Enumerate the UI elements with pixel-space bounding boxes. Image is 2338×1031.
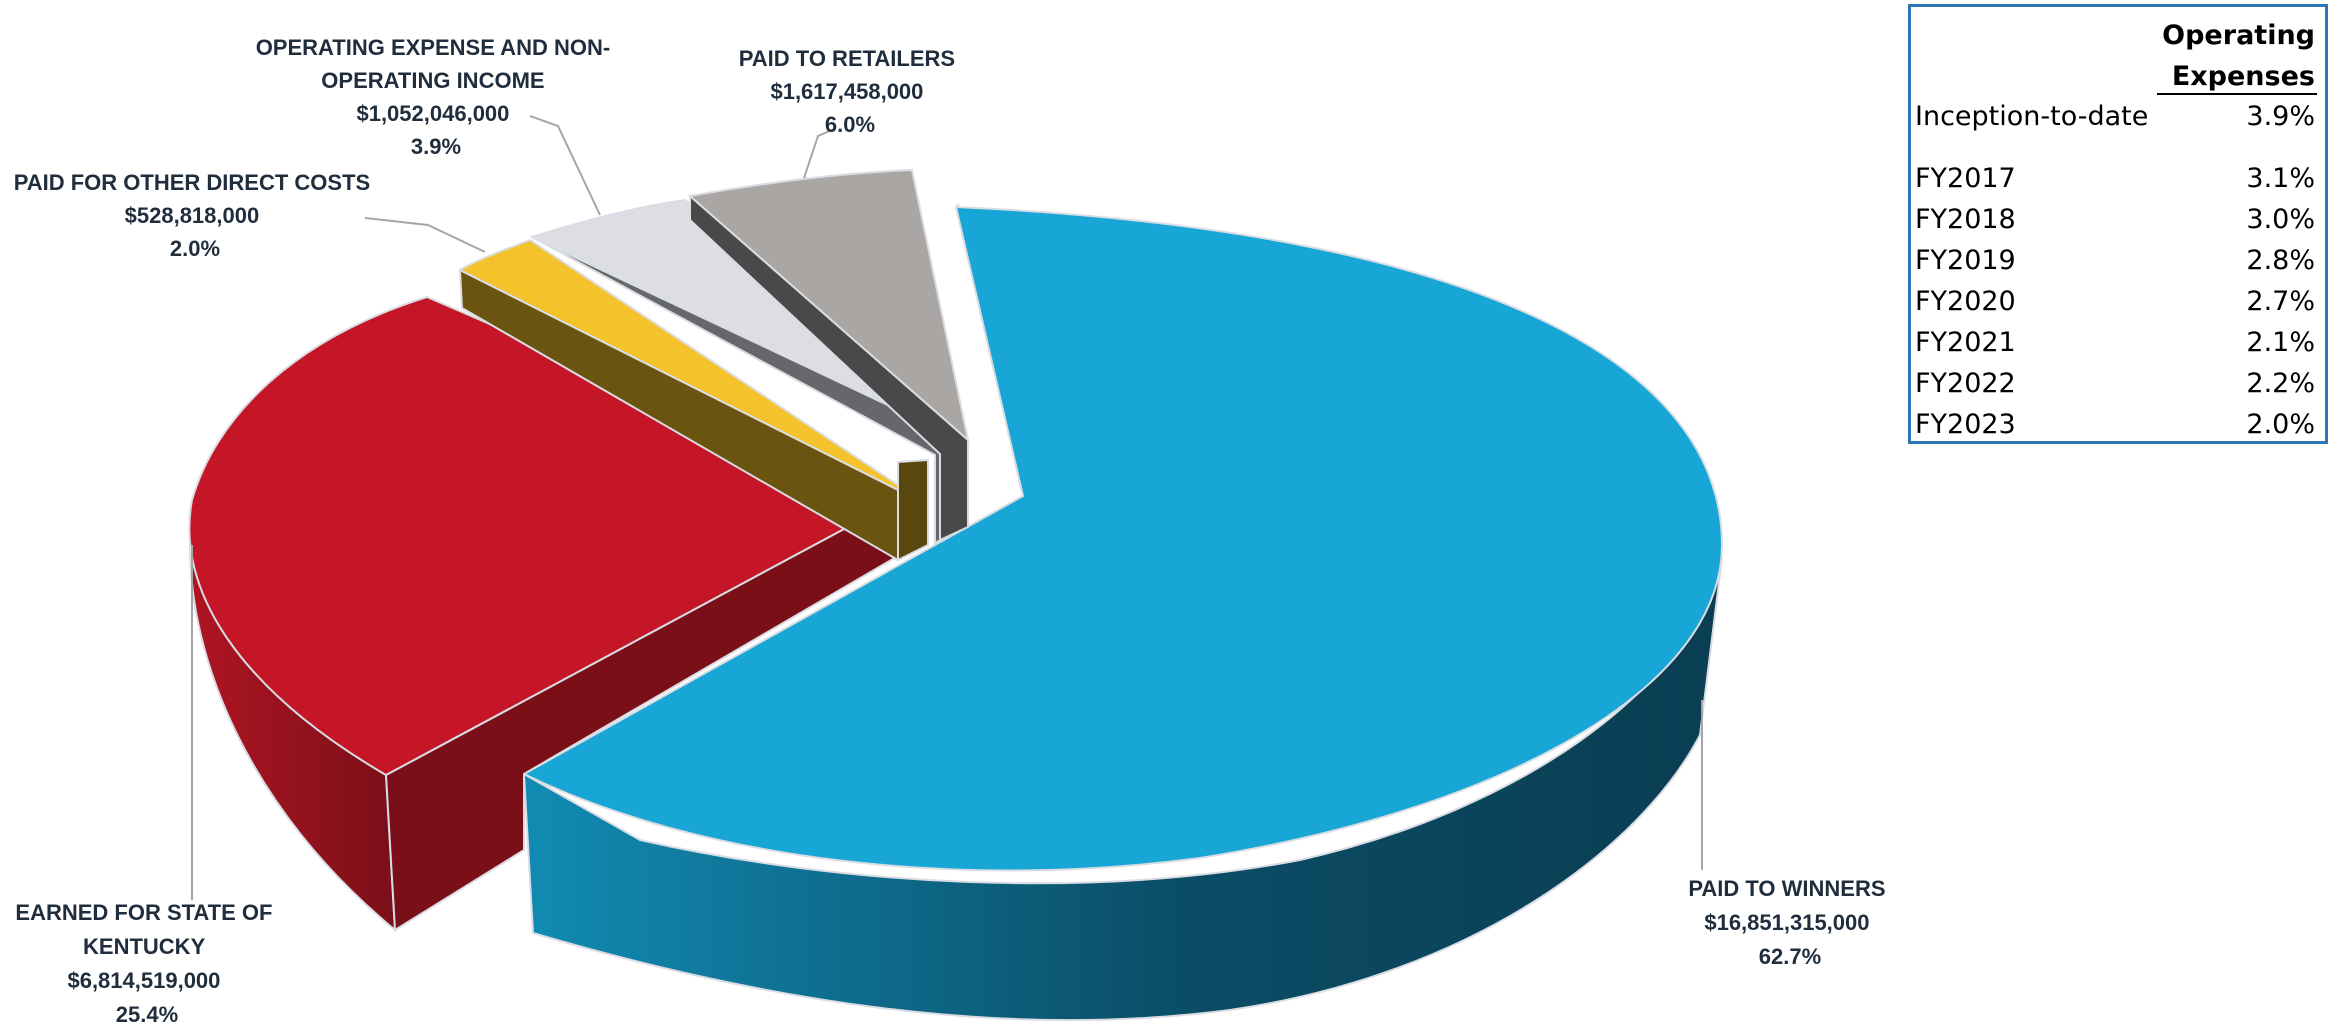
label-state-amount: $6,814,519,000 [67,968,220,993]
label-state-name-2: KENTUCKY [83,934,206,959]
table-header-line2: Expenses [2171,61,2315,92]
slice-paid-to-winners-side [522,557,1723,1022]
table-row: FY2021 2.1% [1915,323,2315,363]
label-winners-name: PAID TO WINNERS [1688,876,1885,901]
label-state-percent: 25.4% [116,1002,178,1027]
slice-other-direct-top [457,238,929,506]
slice-operating-expense-top [529,198,963,441]
label-paid-to-winners: PAID TO WINNERS $16,851,315,000 62.7% [1688,876,1891,969]
label-retailers-percent: 6.0% [825,112,875,137]
row-label: FY2020 [1915,286,2016,317]
row-label: FY2017 [1915,163,2016,194]
slice-paid-for-other-direct-costs[interactable] [457,238,929,562]
row-value: 2.7% [2246,286,2315,317]
label-earned-for-state: EARNED FOR STATE OF KENTUCKY $6,814,519,… [15,900,278,1027]
table-header: Operating Expenses [2162,15,2315,97]
label-direct-amount: $528,818,000 [125,203,260,228]
row-label: FY2019 [1915,245,2016,276]
label-retailers-name: PAID TO RETAILERS [739,46,955,71]
leader-line-opex [529,115,601,216]
row-label: FY2023 [1915,409,2016,440]
label-paid-to-retailers: PAID TO RETAILERS $1,617,458,000 6.0% [739,46,961,137]
table-row: FY2023 2.0% [1915,405,2315,445]
label-direct-name: PAID FOR OTHER DIRECT COSTS [14,170,371,195]
label-winners-amount: $16,851,315,000 [1704,910,1869,935]
table-row: FY2020 2.7% [1915,282,2315,322]
slice-paid-to-winners[interactable] [521,203,1724,1022]
row-value: 2.1% [2246,327,2315,358]
label-opex-name-1: OPERATING EXPENSE AND NON- [256,35,610,60]
label-operating-expense: OPERATING EXPENSE AND NON- OPERATING INC… [256,35,617,159]
label-state-name-1: EARNED FOR STATE OF [15,900,272,925]
row-label: FY2021 [1915,327,2016,358]
label-paid-for-other-direct-costs: PAID FOR OTHER DIRECT COSTS $528,818,000… [14,170,377,261]
table-header-line1: Operating [2162,20,2315,51]
row-value: 3.1% [2246,163,2315,194]
table-row: FY2022 2.2% [1915,364,2315,404]
table-row: FY2017 3.1% [1915,159,2315,199]
label-opex-amount: $1,052,046,000 [356,101,509,126]
label-winners-percent: 62.7% [1759,944,1821,969]
slice-earned-for-state[interactable] [188,295,901,933]
slice-paid-to-winners-top [521,205,1724,872]
leader-line-direct [364,217,486,253]
label-retailers-amount: $1,617,458,000 [770,79,923,104]
row-value: 3.9% [2246,101,2315,132]
row-value: 2.0% [2246,409,2315,440]
row-value: 2.8% [2246,245,2315,276]
slice-paid-to-retailers-top [687,168,970,443]
row-label: FY2018 [1915,204,2016,235]
row-label: Inception-to-date [1915,101,2149,132]
slice-other-direct-end [897,458,929,562]
row-label: FY2022 [1915,368,2016,399]
row-value: 3.0% [2246,204,2315,235]
pie-chart: PAID TO WINNERS $16,851,315,000 62.7% EA… [14,35,1891,1027]
table-row: FY2018 3.0% [1915,200,2315,240]
table-header-underline [2157,93,2317,95]
label-opex-percent: 3.9% [411,134,461,159]
slice-earned-for-state-top [188,295,901,777]
slice-paid-to-retailers[interactable] [687,168,970,542]
table-row: FY2019 2.8% [1915,241,2315,281]
label-opex-name-2: OPERATING INCOME [321,68,544,93]
leader-line-retailers [803,129,833,179]
operating-expenses-table: Operating Expenses Inception-to-date 3.9… [1908,4,2328,444]
label-direct-percent: 2.0% [170,236,220,261]
table-row: Inception-to-date 3.9% [1915,97,2315,137]
row-value: 2.2% [2246,368,2315,399]
